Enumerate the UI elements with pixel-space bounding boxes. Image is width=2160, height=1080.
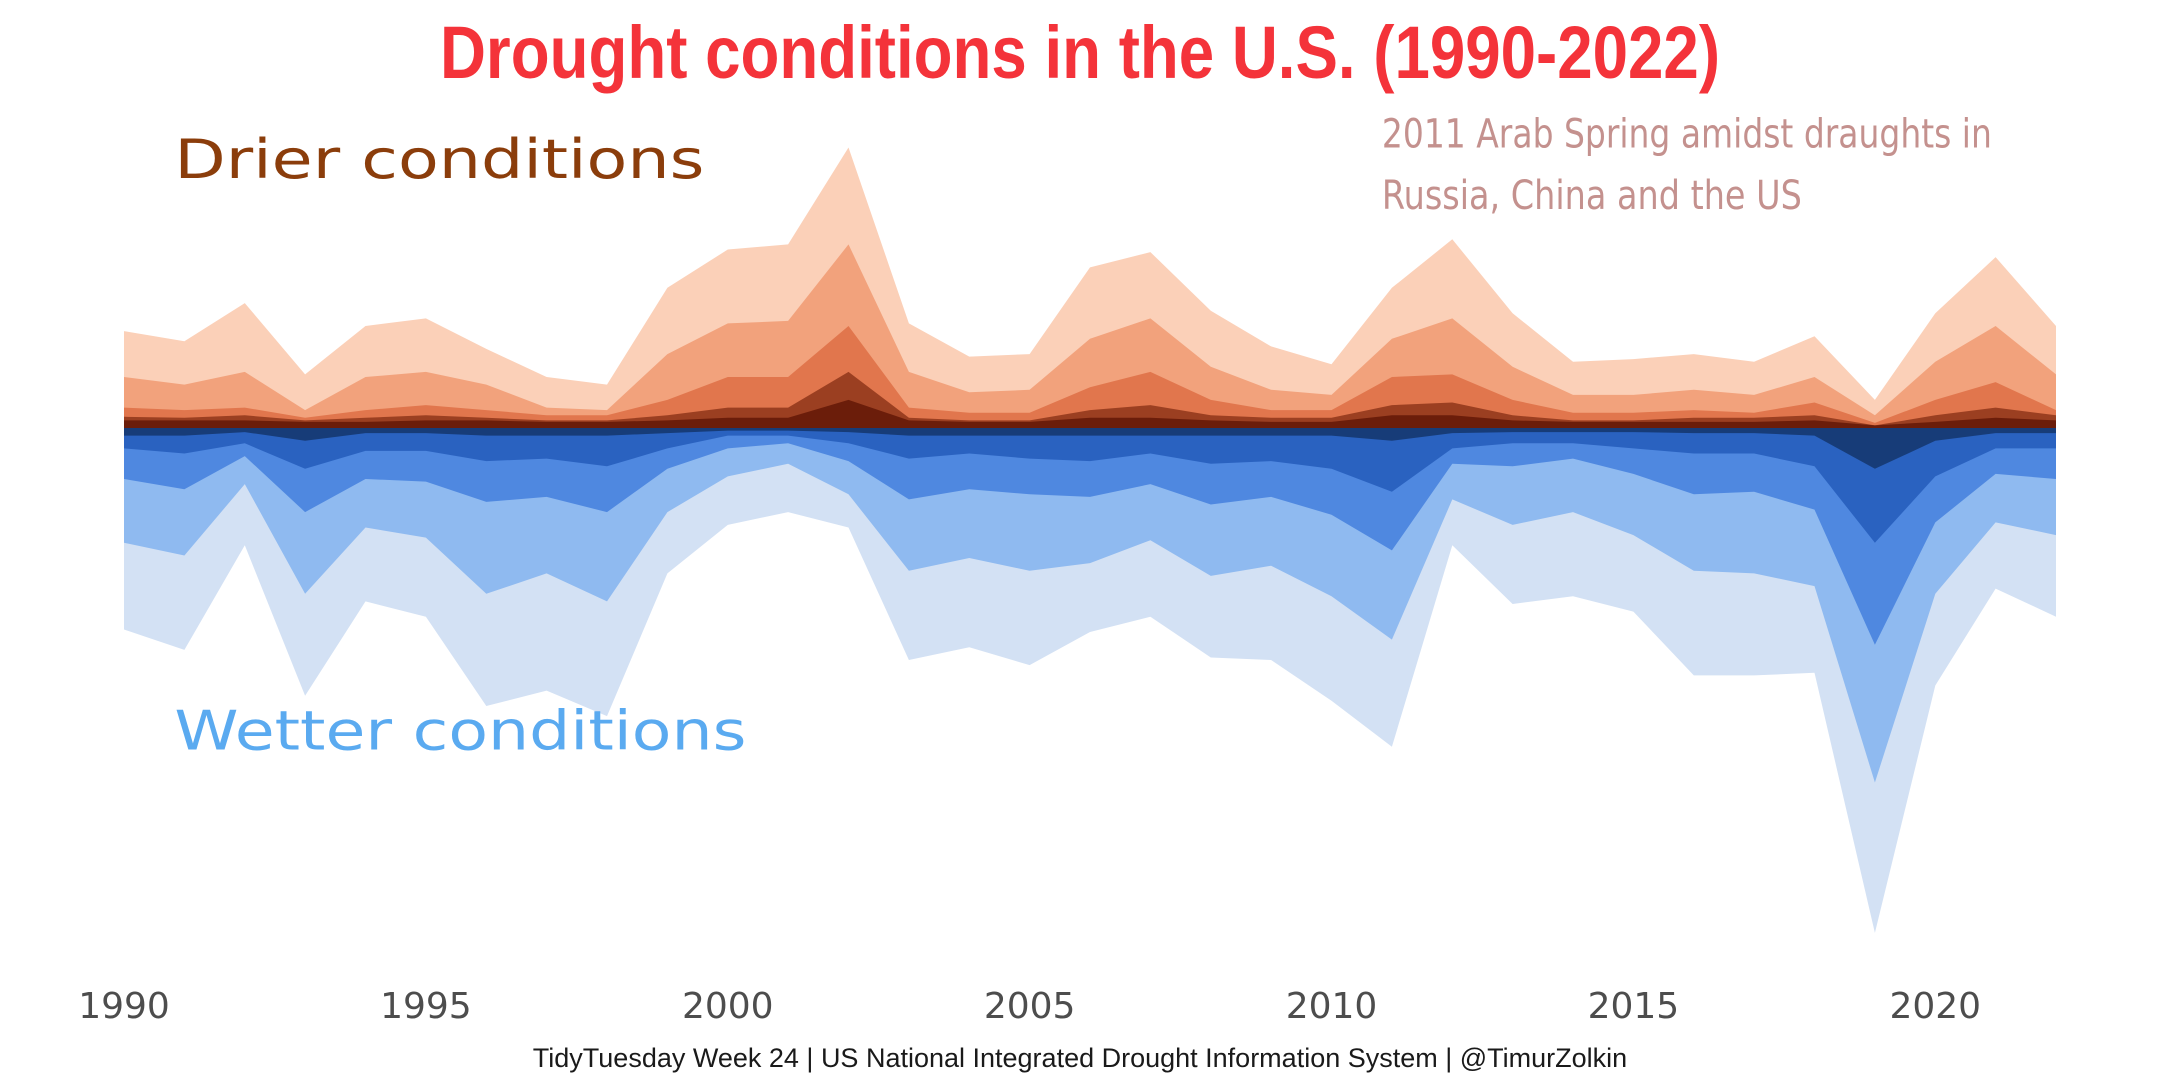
x-tick-label-2005: 2005 (984, 986, 1076, 1027)
wet-layer-4 (124, 428, 2056, 783)
wet-layer-2 (124, 428, 2056, 543)
chart-annotations: Drier conditions Wetter conditions 2011 … (174, 112, 1992, 763)
x-tick-label-2020: 2020 (1889, 986, 1981, 1027)
dry-layers (124, 147, 2056, 428)
arab-spring-note-line-1: 2011 Arab Spring amidst draughts in (1382, 112, 1992, 158)
x-tick-label-2010: 2010 (1286, 986, 1378, 1027)
wet-layer-1 (124, 428, 2056, 469)
x-tick-label-1995: 1995 (380, 986, 472, 1027)
dry-layer-1 (124, 399, 2056, 428)
x-tick-label-2000: 2000 (682, 986, 774, 1027)
drier-conditions-label: Drier conditions (174, 128, 704, 191)
dry-layer-5 (124, 147, 2056, 428)
x-tick-label-2015: 2015 (1588, 986, 1680, 1027)
x-axis-ticks: 1990 1995 2000 2005 2010 2015 2020 (78, 986, 1981, 1027)
chart-title: Drought conditions in the U.S. (1990-202… (439, 11, 1721, 94)
wet-layer-3 (124, 428, 2056, 645)
wetter-conditions-label: Wetter conditions (174, 699, 746, 762)
wet-layers (124, 428, 2056, 933)
x-tick-label-1990: 1990 (78, 986, 170, 1027)
dry-layer-3 (124, 326, 2056, 428)
arab-spring-note-line-2: Russia, China and the US (1382, 173, 1802, 219)
chart-caption: TidyTuesday Week 24 | US National Integr… (532, 1043, 1628, 1073)
